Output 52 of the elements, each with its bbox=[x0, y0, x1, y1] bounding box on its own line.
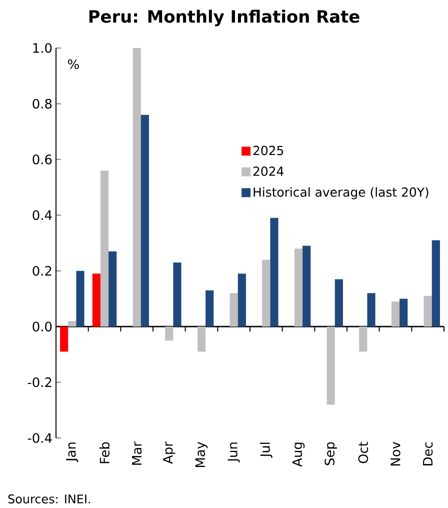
x-tick-label: Jan bbox=[66, 442, 78, 462]
bar bbox=[432, 240, 440, 327]
bar bbox=[294, 248, 303, 327]
bar bbox=[68, 320, 76, 327]
x-tick-label: Oct bbox=[358, 442, 368, 464]
x-tick-label: Sep bbox=[324, 442, 337, 466]
bar bbox=[60, 326, 68, 352]
x-tick-label: Nov bbox=[390, 442, 400, 466]
bar bbox=[302, 246, 311, 327]
bar bbox=[165, 326, 174, 340]
x-tick-label: Mar bbox=[132, 442, 142, 465]
bar bbox=[108, 251, 117, 327]
bar bbox=[100, 170, 109, 327]
bar bbox=[76, 270, 84, 327]
bar bbox=[367, 293, 376, 327]
y-tick-label: -0.4 bbox=[28, 433, 52, 443]
bar bbox=[400, 298, 408, 327]
x-tick-label: Feb bbox=[99, 442, 110, 464]
bar bbox=[140, 114, 149, 327]
x-tick-label: Jun bbox=[228, 442, 240, 462]
x-tick-label: Apr bbox=[163, 442, 176, 464]
y-axis-title: % bbox=[68, 59, 79, 70]
y-tick-label: 0.6 bbox=[32, 154, 52, 164]
x-tick-label: May bbox=[195, 442, 208, 468]
bar bbox=[197, 326, 206, 352]
source-note: Sources: INEI. bbox=[8, 494, 90, 504]
bar bbox=[206, 290, 214, 327]
bar bbox=[334, 279, 343, 327]
bar bbox=[424, 296, 432, 327]
x-tick-label: Aug bbox=[292, 442, 305, 467]
bar bbox=[173, 262, 182, 327]
bar bbox=[270, 218, 278, 327]
bar bbox=[262, 260, 270, 327]
bar bbox=[230, 293, 238, 327]
bar bbox=[238, 274, 246, 327]
bar bbox=[92, 274, 100, 327]
y-tick-label: -0.2 bbox=[28, 377, 52, 388]
y-tick-label: 1.0 bbox=[33, 43, 52, 53]
bar bbox=[326, 326, 335, 405]
bar bbox=[132, 48, 141, 327]
y-tick-label: 0.8 bbox=[32, 98, 52, 109]
chart-title: Peru: Monthly Inflation Rate bbox=[89, 10, 360, 26]
legend-label: 2024 bbox=[253, 166, 284, 176]
bar bbox=[359, 326, 368, 352]
y-tick-label: 0.4 bbox=[32, 210, 52, 220]
y-tick-label: 0.0 bbox=[32, 322, 52, 332]
y-tick-label: 0.2 bbox=[32, 266, 52, 276]
x-tick-label: Jul bbox=[260, 442, 272, 458]
legend-label: 2025 bbox=[253, 146, 284, 156]
bar bbox=[391, 301, 400, 327]
legend-label: Historical average (last 20Y) bbox=[254, 187, 428, 200]
x-tick-label: Dec bbox=[423, 442, 433, 466]
